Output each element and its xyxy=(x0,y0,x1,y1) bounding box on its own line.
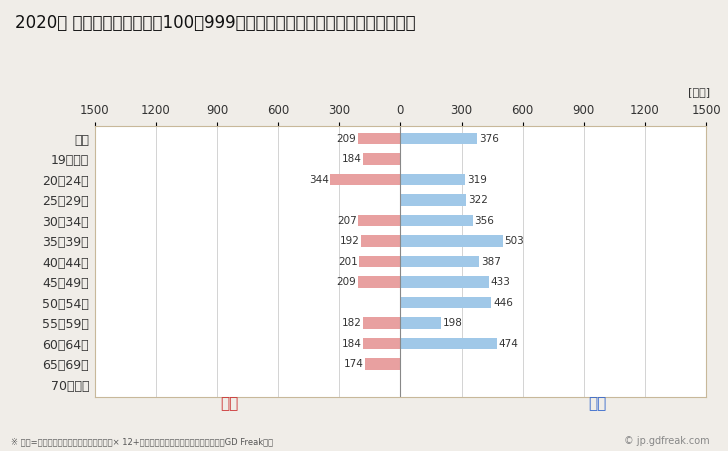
Text: 433: 433 xyxy=(490,277,510,287)
Text: 2020年 民間企業（従業者数100〜999人）フルタイム労働者の男女別平均年収: 2020年 民間企業（従業者数100〜999人）フルタイム労働者の男女別平均年収 xyxy=(15,14,415,32)
Bar xyxy=(400,318,440,329)
Text: 387: 387 xyxy=(481,257,501,267)
Bar xyxy=(360,256,400,267)
Text: 376: 376 xyxy=(479,133,499,143)
Text: 201: 201 xyxy=(338,257,357,267)
Text: 474: 474 xyxy=(499,339,518,349)
Text: 184: 184 xyxy=(341,154,361,164)
Bar xyxy=(400,215,473,226)
Bar xyxy=(357,276,400,288)
Bar xyxy=(400,338,497,349)
Text: 182: 182 xyxy=(341,318,362,328)
Text: 男性: 男性 xyxy=(587,396,606,411)
Text: 209: 209 xyxy=(336,133,356,143)
Text: 319: 319 xyxy=(467,175,487,184)
Bar xyxy=(358,215,400,226)
Bar xyxy=(363,318,400,329)
Bar xyxy=(400,297,491,308)
Bar xyxy=(331,174,400,185)
Bar xyxy=(400,235,503,247)
Bar xyxy=(365,359,400,370)
Bar xyxy=(400,256,479,267)
Text: 207: 207 xyxy=(337,216,357,226)
Text: © jp.gdfreak.com: © jp.gdfreak.com xyxy=(624,436,710,446)
Bar xyxy=(363,153,400,165)
Bar xyxy=(400,194,466,206)
Bar xyxy=(400,174,465,185)
Bar xyxy=(361,235,400,247)
Text: 192: 192 xyxy=(340,236,360,246)
Bar xyxy=(357,133,400,144)
Text: 344: 344 xyxy=(309,175,328,184)
Bar xyxy=(400,276,488,288)
Text: 209: 209 xyxy=(336,277,356,287)
Text: 446: 446 xyxy=(493,298,513,308)
Text: 174: 174 xyxy=(344,359,363,369)
Text: 184: 184 xyxy=(341,339,361,349)
Text: 女性: 女性 xyxy=(220,396,239,411)
Text: 198: 198 xyxy=(443,318,462,328)
Bar xyxy=(363,338,400,349)
Text: 356: 356 xyxy=(475,216,494,226)
Bar xyxy=(400,133,477,144)
Text: 503: 503 xyxy=(505,236,524,246)
Text: [万円]: [万円] xyxy=(688,87,710,97)
Text: 322: 322 xyxy=(467,195,488,205)
Text: ※ 年収=「きまって支給する現金給与額」× 12+「年間賞与その他特別給与額」としてGD Freak推計: ※ 年収=「きまって支給する現金給与額」× 12+「年間賞与その他特別給与額」と… xyxy=(11,437,273,446)
